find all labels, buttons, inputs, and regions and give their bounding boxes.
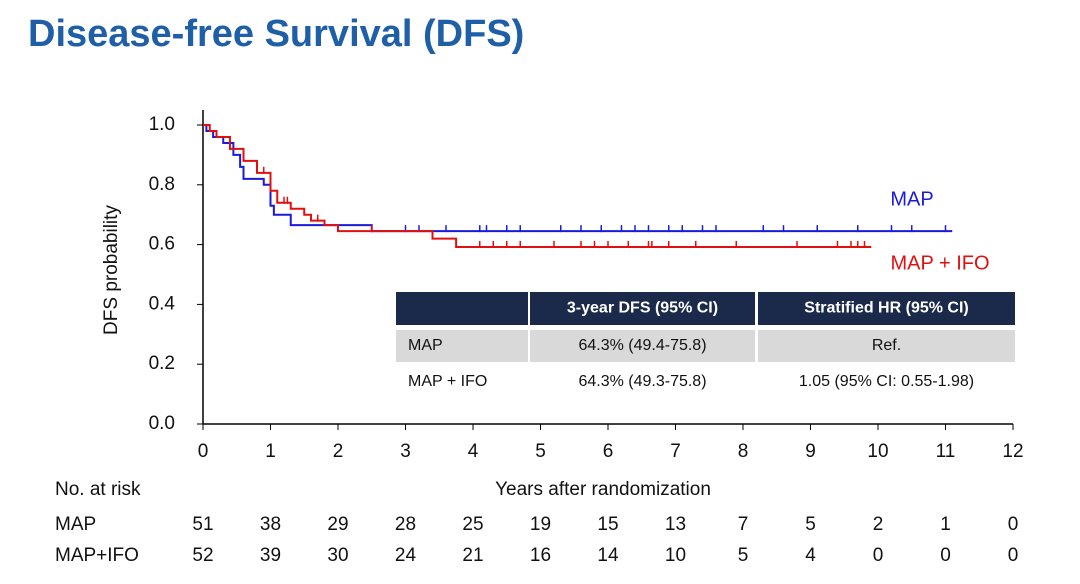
summary-table: 3-year DFS (95% CI) Stratified HR (95% CI… bbox=[396, 292, 1015, 398]
table-cell bbox=[396, 366, 528, 398]
table-cell bbox=[758, 366, 1015, 398]
risk-count: 0 bbox=[1008, 514, 1019, 535]
risk-count: 7 bbox=[738, 514, 749, 535]
y-tick-label: 1.0 bbox=[149, 114, 175, 135]
table-cell bbox=[396, 292, 528, 325]
risk-count: 1 bbox=[940, 514, 951, 535]
risk-count: 0 bbox=[873, 545, 884, 566]
y-tick-label: 0.2 bbox=[149, 353, 175, 374]
risk-count: 51 bbox=[192, 514, 213, 535]
x-tick-label: 11 bbox=[936, 441, 956, 462]
risk-count: 25 bbox=[462, 514, 483, 535]
risk-count: 38 bbox=[260, 514, 281, 535]
y-tick-label: 0.0 bbox=[149, 413, 175, 434]
table-text: MAP bbox=[408, 337, 443, 354]
risk-count: 28 bbox=[395, 514, 416, 535]
risk-count: 16 bbox=[530, 545, 551, 566]
table-cell bbox=[396, 330, 528, 362]
risk-count: 30 bbox=[327, 545, 348, 566]
series-label: MAP + IFO bbox=[890, 252, 989, 274]
x-tick-label: 6 bbox=[603, 441, 614, 462]
y-axis-label: DFS probability bbox=[101, 205, 122, 335]
risk-count: 52 bbox=[192, 545, 213, 566]
table-cell bbox=[530, 330, 755, 362]
risk-count: 21 bbox=[462, 545, 483, 566]
risk-count: 19 bbox=[530, 514, 551, 535]
risk-count: 2 bbox=[873, 514, 884, 535]
risk-count: 10 bbox=[665, 545, 686, 566]
risk-count: 29 bbox=[327, 514, 348, 535]
series-label: MAP bbox=[890, 188, 933, 210]
risk-title: No. at risk bbox=[55, 479, 141, 500]
risk-count: 0 bbox=[1008, 545, 1019, 566]
x-tick-label: 3 bbox=[400, 441, 411, 462]
y-tick-label: 0.4 bbox=[149, 293, 176, 314]
table-text: Ref. bbox=[872, 337, 901, 354]
y-tick-label: 0.8 bbox=[149, 174, 175, 195]
x-tick-label: 12 bbox=[1002, 441, 1023, 462]
x-tick-label: 10 bbox=[867, 441, 888, 462]
x-tick-label: 7 bbox=[670, 441, 681, 462]
chart-title: Disease-free Survival (DFS) bbox=[28, 13, 524, 55]
x-tick-label: 5 bbox=[535, 441, 546, 462]
x-axis-label: Years after randomization bbox=[495, 479, 711, 500]
table-text: 64.3% (49.3-75.8) bbox=[578, 373, 706, 390]
table-cell bbox=[758, 292, 1015, 325]
x-tick-label: 2 bbox=[333, 441, 344, 462]
risk-count: 13 bbox=[665, 514, 686, 535]
survival-curve bbox=[203, 124, 872, 248]
risk-row-name: MAP+IFO bbox=[55, 545, 139, 566]
risk-count: 15 bbox=[597, 514, 618, 535]
risk-count: 5 bbox=[805, 514, 816, 535]
table-cell bbox=[530, 366, 755, 398]
table-cell bbox=[530, 292, 755, 325]
risk-count: 4 bbox=[805, 545, 816, 566]
x-tick-label: 9 bbox=[805, 441, 816, 462]
x-tick-label: 4 bbox=[468, 441, 479, 462]
table-header: 3-year DFS (95% CI) bbox=[567, 300, 718, 317]
x-tick-label: 0 bbox=[198, 441, 209, 462]
survival-curve bbox=[203, 124, 953, 233]
table-text: 1.05 (95% CI: 0.55-1.98) bbox=[799, 373, 974, 390]
risk-count: 24 bbox=[395, 545, 417, 566]
x-tick-label: 8 bbox=[738, 441, 749, 462]
table-text: MAP + IFO bbox=[408, 373, 487, 390]
risk-row-name: MAP bbox=[55, 514, 96, 535]
y-tick-label: 0.6 bbox=[149, 234, 175, 255]
table-text: 64.3% (49.4-75.8) bbox=[578, 337, 706, 354]
risk-count: 5 bbox=[738, 545, 749, 566]
table-header: Stratified HR (95% CI) bbox=[804, 300, 968, 317]
table-cell bbox=[758, 330, 1015, 362]
x-tick-label: 1 bbox=[265, 441, 276, 462]
risk-count: 0 bbox=[940, 545, 951, 566]
risk-count: 39 bbox=[260, 545, 281, 566]
risk-count: 14 bbox=[597, 545, 619, 566]
